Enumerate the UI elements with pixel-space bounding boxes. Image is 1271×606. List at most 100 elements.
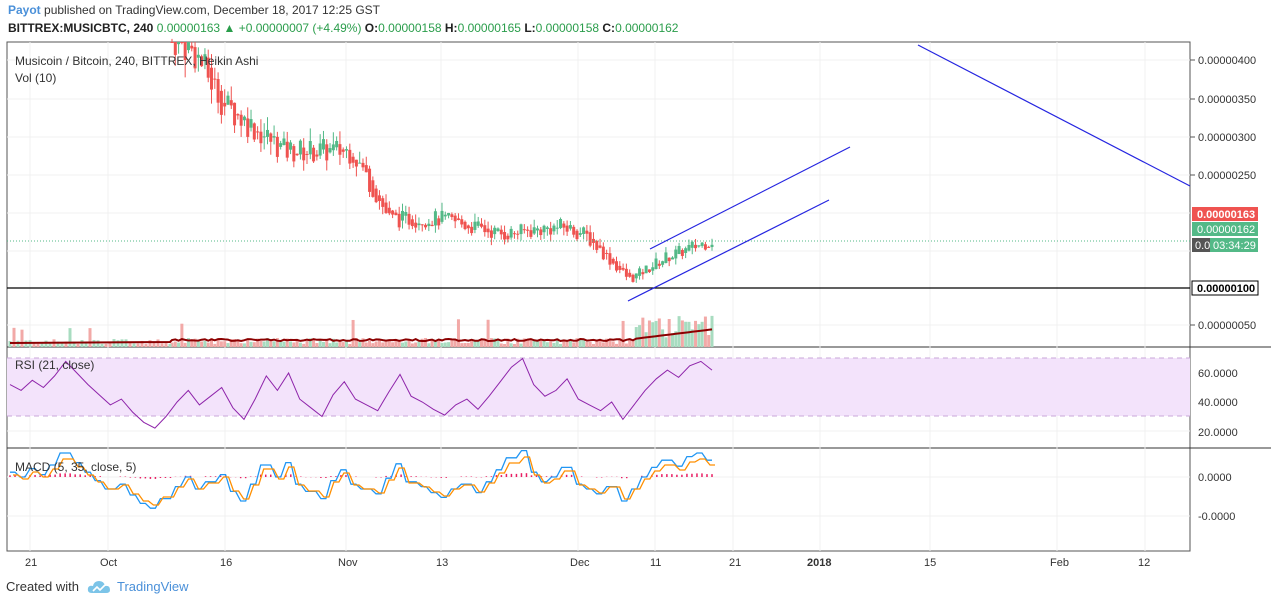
candle-body: [499, 229, 503, 235]
candle-body: [562, 223, 566, 228]
candle-body: [532, 227, 536, 234]
price-tick: 0.00000400: [1198, 55, 1256, 67]
candle-body: [700, 242, 704, 246]
candle-body: [190, 45, 194, 49]
macd-line: [10, 449, 712, 509]
candle-body: [206, 57, 210, 78]
volume-bar: [12, 327, 16, 347]
candle-body: [308, 141, 312, 155]
candle-body: [707, 246, 711, 248]
volume-bar: [466, 342, 470, 347]
candle-body: [183, 42, 187, 60]
price-axis[interactable]: 0.00000400 0.00000350 0.00000300 0.00000…: [1190, 55, 1256, 332]
volume-bar: [647, 320, 651, 347]
volume-bar: [279, 340, 283, 347]
volume-bar: [535, 340, 539, 347]
volume-legend: Vol (10): [15, 71, 56, 85]
chart-canvas[interactable]: Musicoin / Bitcoin, 240, BITTREX, Heikin…: [0, 0, 1271, 575]
candle-body: [368, 168, 372, 192]
volume-bar: [542, 340, 546, 347]
volume-bar: [585, 341, 589, 347]
candle-body: [410, 219, 414, 227]
time-axis[interactable]: 21 Oct 16 Nov 13 Dec 11 21 2018 15 Feb 1…: [25, 557, 1150, 569]
volume-bar: [368, 340, 372, 347]
candle-body: [400, 210, 404, 221]
main-legend: Musicoin / Bitcoin, 240, BITTREX, Heikin…: [15, 54, 258, 68]
volume-bar: [108, 342, 112, 347]
candle-body: [568, 225, 572, 229]
candle-body: [657, 263, 661, 266]
volume-bar: [565, 341, 569, 347]
last-price-label-bg: [1192, 207, 1258, 221]
volume-bar: [148, 340, 152, 347]
volume-bar: [437, 339, 441, 347]
candle-body: [177, 42, 181, 45]
candle-body: [315, 154, 319, 157]
volume-bar: [499, 343, 503, 347]
candle-body: [480, 223, 484, 227]
candle-body: [242, 116, 246, 121]
price-label-stub-bg: [1192, 238, 1210, 252]
volume-bar: [707, 335, 711, 347]
candle-body: [186, 42, 190, 51]
volume-bar: [229, 339, 233, 347]
candle-body: [605, 252, 609, 254]
candle-body: [295, 153, 299, 156]
volume-bar: [470, 340, 474, 347]
candle-body: [430, 224, 434, 227]
candle-body: [265, 129, 269, 137]
macd-tick: 0.0000: [1198, 472, 1232, 484]
close-label: C:: [602, 21, 616, 35]
price-tick: 0.00000250: [1198, 170, 1256, 182]
volume-bar: [486, 319, 490, 347]
candle-body: [697, 245, 701, 247]
volume-bar: [417, 341, 421, 347]
volume-bar: [60, 343, 64, 347]
candle-body: [298, 140, 302, 155]
volume-bar: [644, 332, 648, 347]
volume-bar: [690, 329, 694, 347]
volume-bar: [116, 340, 120, 347]
volume-bar: [420, 338, 424, 347]
volume-bar: [345, 340, 349, 347]
candle-body: [463, 221, 467, 230]
candle-body: [493, 227, 497, 235]
volume-bar: [177, 342, 181, 347]
candle-body: [417, 223, 421, 226]
time-tick: 2018: [807, 557, 831, 569]
time-tick: 13: [436, 557, 448, 569]
candle-body: [470, 226, 474, 234]
volume-bar: [440, 342, 444, 347]
candle-body: [259, 131, 263, 144]
time-tick: 11: [650, 557, 661, 569]
resistance-trendline[interactable]: [917, 44, 1191, 187]
candle-body: [575, 230, 579, 240]
volume-bar: [463, 342, 467, 347]
volume-bar: [193, 338, 197, 347]
last-price-label: 0.00000163: [1197, 209, 1255, 221]
channel-upper-line[interactable]: [649, 146, 851, 250]
candle-body: [210, 67, 214, 90]
volume-bar: [641, 317, 645, 347]
candle-body: [595, 240, 599, 250]
volume-bar: [203, 341, 207, 347]
candle-body: [456, 218, 460, 220]
volume-bar: [285, 338, 289, 347]
high-label: H:: [444, 21, 458, 35]
candle-body: [542, 225, 546, 233]
candle-body: [690, 241, 694, 248]
candle-body: [427, 223, 431, 227]
tradingview-link[interactable]: TradingView: [116, 579, 189, 594]
volume-bar: [305, 341, 309, 347]
volume-bar: [318, 340, 322, 347]
candle-body: [578, 233, 582, 235]
volume-bar: [687, 321, 691, 347]
volume-bar: [562, 339, 566, 347]
author-link[interactable]: Payot: [8, 3, 41, 17]
volume-bar: [298, 342, 302, 347]
candle-body: [674, 249, 678, 259]
channel-lower-line[interactable]: [627, 199, 830, 302]
price-change: +0.00000007 (+4.49%): [238, 21, 362, 35]
candle-body: [529, 230, 533, 237]
volume-bar: [88, 328, 92, 347]
